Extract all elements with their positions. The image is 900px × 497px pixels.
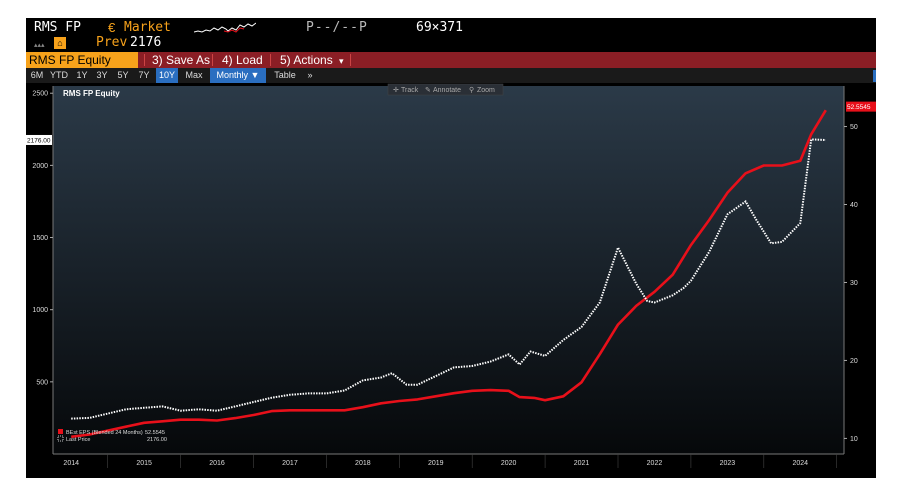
menu-divider: [350, 54, 351, 66]
pencil-icon[interactable]: ✎: [425, 87, 431, 94]
sparkline-icon: [194, 22, 256, 33]
x-tick-label: 2022: [647, 460, 663, 467]
range-3y-button[interactable]: 3Y: [96, 70, 108, 80]
currency-symbol: €: [108, 20, 116, 35]
scroll-indicator: [873, 70, 876, 82]
x-tick-label: 2018: [355, 460, 371, 467]
range-ytd-button[interactable]: YTD: [50, 70, 68, 80]
crosshair-icon[interactable]: ✛: [393, 86, 399, 94]
menu-bar: RMS FP Equity 3) Save As 4) Load 5) Acti…: [26, 52, 876, 68]
eps-series-line: [71, 109, 827, 439]
x-tick-label: 2023: [720, 460, 736, 467]
legend-swatch-price: [57, 435, 64, 442]
menu-divider: [270, 54, 271, 66]
range-5y-button[interactable]: 5Y: [117, 70, 129, 80]
lock-icon[interactable]: ⌂: [54, 37, 66, 49]
size-label: 69×371: [416, 20, 463, 35]
actions-label: 5) Actions: [280, 53, 333, 67]
chart-title: RMS FP Equity: [63, 89, 120, 98]
x-tick-label: 2015: [136, 460, 152, 467]
right-tick-label: 50: [850, 124, 858, 131]
menu-divider: [144, 54, 145, 66]
chevron-down-icon: ▾: [339, 56, 344, 66]
price-chart[interactable]: RMS FP Equity ✛ Track ✎ Annotate ⚲ Zoom …: [26, 83, 876, 478]
series-lines: [71, 109, 827, 439]
actions-button[interactable]: 5) Actions ▾: [280, 52, 344, 68]
prev-label: Prev: [96, 35, 128, 50]
more-button[interactable]: »: [307, 70, 313, 80]
left-axis-marker-box: [26, 134, 52, 145]
left-tick-label: 1500: [32, 235, 48, 242]
magnifier-icon[interactable]: ⚲: [469, 86, 474, 94]
market-label: Market: [124, 20, 171, 35]
legend: BEst EPS (Blended 24 Months) 52.5545 Las…: [57, 429, 167, 443]
right-tick-label: 30: [850, 280, 858, 287]
x-tick-label: 2019: [428, 460, 444, 467]
x-axis-ticks: 2014 2015 2016 2017 2018 2019 2020 2021 2022 2023…: [63, 454, 838, 468]
range-1y-button[interactable]: 1Y: [76, 70, 88, 80]
range-max-button[interactable]: Max: [185, 70, 203, 80]
left-tick-label: 1000: [32, 307, 48, 314]
load-button[interactable]: 4) Load: [222, 53, 263, 67]
legend-label-eps: BEst EPS (Blended 24 Months): [66, 430, 143, 436]
x-tick-label: 2017: [282, 460, 298, 467]
security-header: RMS FP € Market P--/--P 69×371 ▴▴▴ ⌂ Pre…: [26, 18, 876, 52]
right-axis-marker-label: 52.5545: [847, 104, 871, 111]
right-tick-label: 10: [850, 436, 858, 443]
right-axis-ticks: 10 20 30 40 50: [844, 124, 858, 443]
frequency-select[interactable]: Monthly ▼: [210, 68, 266, 83]
price-series-line: [71, 138, 826, 420]
range-6m-button[interactable]: 6M: [30, 70, 44, 80]
right-tick-label: 20: [850, 358, 858, 365]
price-format: P--/--P: [306, 20, 368, 35]
x-tick-label: 2020: [501, 460, 517, 467]
x-tick-label: 2014: [63, 460, 79, 467]
range-7y-button[interactable]: 7Y: [138, 70, 150, 80]
annotate-tool[interactable]: Annotate: [433, 87, 461, 94]
range-toolbar: 6M YTD 1Y 3Y 5Y 7Y 10Y Max Monthly ▼ Tab…: [26, 68, 876, 83]
x-tick-label: 2016: [209, 460, 225, 467]
zoom-tool[interactable]: Zoom: [477, 87, 495, 94]
left-tick-label: 500: [36, 379, 48, 386]
table-button[interactable]: Table: [274, 70, 296, 80]
legend-value-eps: 52.5545: [145, 430, 165, 436]
left-axis-ticks: 500 1000 1500 2000 2500: [32, 91, 53, 386]
axis-markers: 2176.00 52.5545: [26, 101, 876, 145]
range-10y-button[interactable]: 10Y: [156, 68, 178, 83]
left-axis-marker-label: 2176.00: [27, 137, 51, 144]
x-tick-label: 2024: [792, 460, 808, 467]
legend-value-price: 2176.00: [147, 437, 167, 443]
level-indicator-icon: ▴▴▴: [34, 42, 45, 49]
right-tick-label: 40: [850, 202, 858, 209]
right-axis-marker-box: [846, 101, 876, 112]
x-tick-label: 2021: [574, 460, 590, 467]
menu-divider: [212, 54, 213, 66]
track-tool[interactable]: Track: [401, 87, 419, 94]
security-field[interactable]: RMS FP Equity: [26, 52, 138, 68]
terminal-window: RMS FP € Market P--/--P 69×371 ▴▴▴ ⌂ Pre…: [26, 18, 876, 478]
save-as-button[interactable]: 3) Save As: [152, 53, 211, 67]
plot-area[interactable]: [53, 86, 844, 454]
chart-tools: ✛ Track ✎ Annotate ⚲ Zoom: [387, 83, 504, 96]
legend-swatch-eps: [58, 429, 63, 434]
legend-label-price: Last Price: [66, 437, 90, 443]
ticker-label: RMS FP: [34, 20, 81, 35]
left-tick-label: 2000: [32, 163, 48, 170]
prev-value: 2176: [130, 35, 162, 50]
left-tick-label: 2500: [32, 91, 48, 98]
